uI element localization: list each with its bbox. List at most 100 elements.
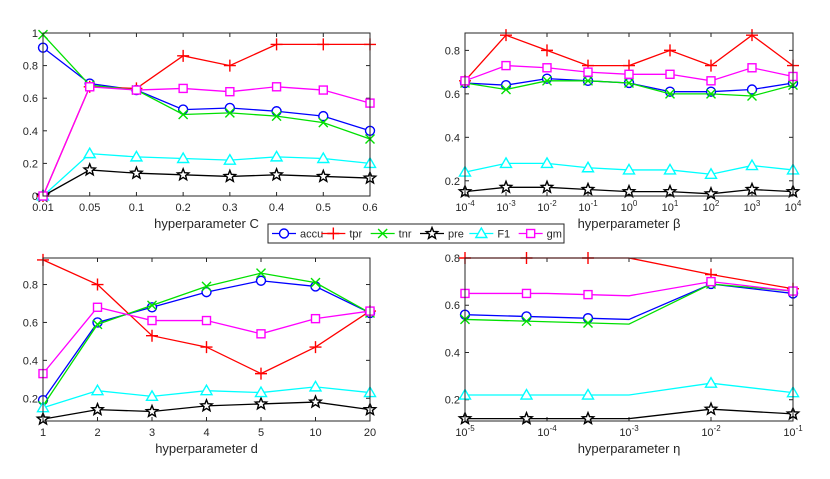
subplot-hyperparameter-eta: 0.2 0.4 0.6 0.8 10-5 10-4 10-3 10-2 10-1 hyperpar… bbox=[445, 252, 803, 456]
legend-item-tpr: tpr bbox=[321, 227, 363, 241]
marker-gm bbox=[201, 315, 212, 326]
legend-label: tnr bbox=[399, 229, 412, 241]
marker-accu bbox=[521, 311, 532, 322]
marker-tnr bbox=[318, 117, 329, 128]
marker-F1 bbox=[581, 388, 595, 400]
marker-tnr bbox=[665, 88, 675, 99]
marker-gm bbox=[256, 329, 266, 339]
series-line-F1 bbox=[465, 382, 794, 396]
marker-tpr bbox=[200, 341, 213, 354]
legend-label: F1 bbox=[497, 229, 510, 241]
marker-tpr bbox=[91, 278, 104, 291]
legend: accu tpr tnr pre F1 gm bbox=[267, 223, 565, 244]
y-tick-label: 0.2 bbox=[445, 176, 460, 188]
marker-F1 bbox=[145, 389, 159, 402]
marker-tnr bbox=[256, 268, 266, 279]
marker-tpr bbox=[177, 49, 190, 62]
marker-tnr bbox=[583, 75, 593, 86]
marker-tnr bbox=[521, 316, 532, 327]
x-tick-label: 0.2 bbox=[175, 202, 190, 214]
y-tick-label: 0.6 bbox=[445, 300, 460, 312]
subplot-hyperparameter-c: 0 0.2 0.4 0.6 0.8 1 0.01 0.05 0.1 0.2 0.3 0.4 0.5 0.6… bbox=[23, 28, 378, 231]
subplot-hyperparameter-d: 0.2 0.4 0.6 0.8 1 2 3 4 5 10 20 hyperparameter d bbox=[23, 253, 378, 456]
x-tick-label: 0.3 bbox=[222, 202, 237, 214]
marker-tnr bbox=[271, 111, 282, 122]
marker-tpr bbox=[223, 59, 236, 72]
subplot-hyperparameter-beta: 0.2 0.4 0.6 0.8 10-4 10-3 10-2 10-1 100 101 102 103… bbox=[445, 29, 802, 231]
series-line-gm bbox=[465, 280, 794, 297]
marker-tnr bbox=[310, 277, 321, 288]
marker-pre bbox=[621, 183, 637, 199]
marker-tnr bbox=[583, 317, 593, 328]
x-axis-label: hyperparameter C bbox=[154, 216, 259, 231]
legend-marker-tpr bbox=[327, 227, 340, 240]
x-tick-label: 10-2 bbox=[701, 424, 721, 439]
x-tick-label: 10-3 bbox=[496, 199, 516, 214]
plot-area bbox=[465, 258, 793, 421]
marker-gm bbox=[583, 289, 593, 300]
axis-box bbox=[464, 32, 794, 197]
x-tick-label: 3 bbox=[149, 427, 155, 439]
x-axis-label: hyperparameter d bbox=[155, 441, 258, 456]
marker-tpr bbox=[541, 44, 553, 57]
axis-box bbox=[42, 32, 371, 197]
legend-label: tpr bbox=[349, 229, 362, 241]
marker-gm bbox=[624, 69, 634, 79]
marker-tpr bbox=[500, 29, 512, 42]
marker-gm bbox=[271, 82, 282, 92]
marker-F1 bbox=[663, 163, 677, 175]
marker-pre bbox=[175, 166, 191, 182]
marker-gm bbox=[92, 302, 103, 312]
y-tick-label: 0.4 bbox=[445, 347, 460, 359]
marker-tnr bbox=[542, 75, 552, 86]
series-line-F1 bbox=[42, 152, 371, 197]
marker-pre bbox=[82, 161, 98, 177]
marker-pre bbox=[144, 403, 160, 418]
marker-F1 bbox=[199, 383, 214, 396]
marker-gm bbox=[318, 85, 328, 95]
axis-box bbox=[464, 257, 794, 422]
marker-tnr bbox=[224, 107, 235, 118]
series-line-gm bbox=[42, 86, 371, 197]
marker-pre bbox=[539, 179, 555, 194]
x-tick-label: 10-3 bbox=[619, 424, 639, 439]
x-tick-label: 102 bbox=[703, 199, 720, 214]
y-tick-label: 0.4 bbox=[23, 355, 38, 367]
x-tick-label: 104 bbox=[785, 199, 802, 214]
x-tick-label: 10-1 bbox=[783, 424, 803, 439]
y-tick-label: 0.6 bbox=[23, 317, 38, 329]
marker-accu bbox=[318, 110, 329, 122]
marker-F1 bbox=[90, 383, 105, 396]
marker-tpr bbox=[705, 59, 717, 72]
y-tick-label: 0.2 bbox=[445, 395, 460, 407]
series-line-accu bbox=[464, 283, 794, 321]
x-tick-label: 0.01 bbox=[32, 202, 53, 214]
marker-F1 bbox=[83, 146, 97, 159]
legend-marker-tnr bbox=[377, 228, 388, 239]
x-tick-label: 2 bbox=[94, 427, 100, 439]
x-tick-label: 4 bbox=[203, 427, 209, 439]
marker-accu bbox=[201, 286, 212, 298]
marker-tnr bbox=[501, 84, 511, 95]
marker-pre bbox=[128, 165, 144, 180]
axis-box bbox=[42, 257, 371, 422]
marker-tpr bbox=[664, 44, 676, 57]
y-tick-label: 0.8 bbox=[23, 61, 38, 73]
x-tick-label: 10-4 bbox=[455, 199, 475, 214]
marker-F1 bbox=[269, 149, 284, 162]
x-tick-label: 0.6 bbox=[362, 202, 377, 214]
y-tick-label: 0.2 bbox=[23, 158, 38, 170]
marker-pre bbox=[253, 396, 269, 411]
legend-item-tnr: tnr bbox=[370, 228, 412, 241]
marker-F1 bbox=[254, 385, 268, 398]
marker-F1 bbox=[622, 163, 636, 175]
x-tick-label: 5 bbox=[258, 427, 264, 439]
marker-tpr bbox=[146, 329, 158, 342]
x-tick-label: 10 bbox=[309, 427, 321, 439]
marker-tnr bbox=[624, 77, 634, 88]
marker-gm bbox=[225, 86, 235, 97]
marker-pre bbox=[89, 401, 106, 417]
x-axis-label: hyperparameter η bbox=[578, 441, 681, 456]
marker-gm bbox=[178, 83, 188, 94]
